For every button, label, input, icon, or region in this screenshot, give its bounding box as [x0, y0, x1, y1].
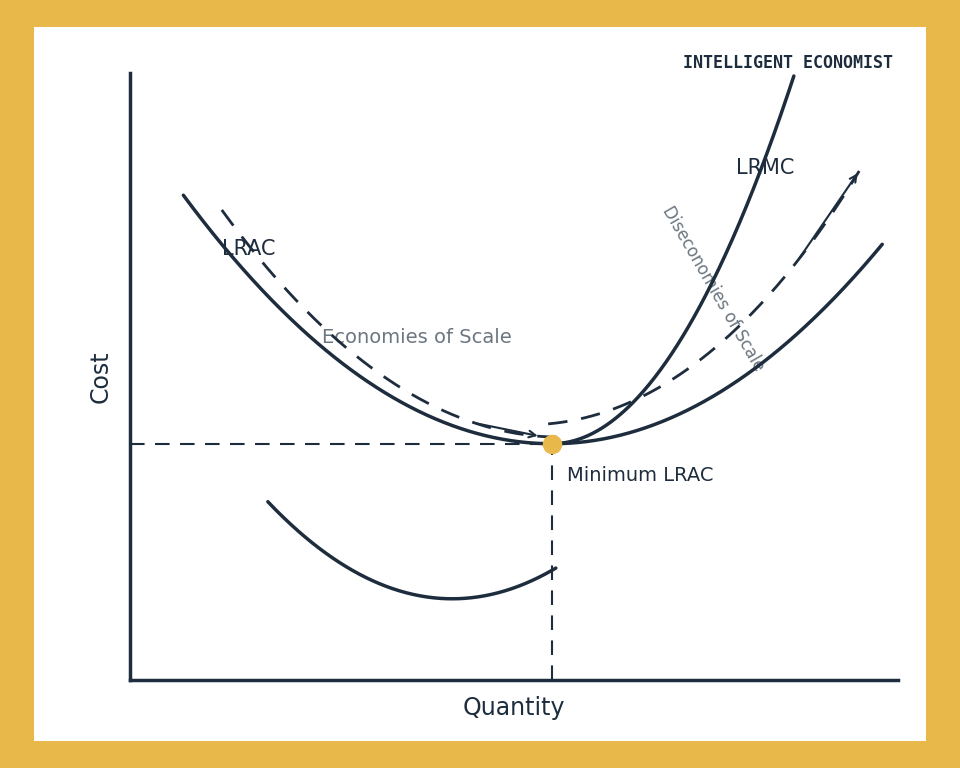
- X-axis label: Quantity: Quantity: [463, 697, 564, 720]
- Text: LRAC: LRAC: [222, 239, 276, 259]
- Text: INTELLIGENT ECONOMIST: INTELLIGENT ECONOMIST: [683, 54, 893, 71]
- Text: Minimum LRAC: Minimum LRAC: [567, 466, 714, 485]
- Text: LRMC: LRMC: [736, 158, 795, 178]
- Text: Diseconomies of Scale: Diseconomies of Scale: [659, 203, 768, 374]
- Y-axis label: Cost: Cost: [89, 350, 113, 402]
- Text: Economies of Scale: Economies of Scale: [322, 328, 512, 346]
